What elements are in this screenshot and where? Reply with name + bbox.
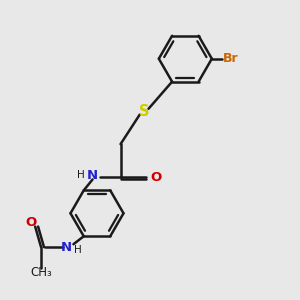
Text: H: H	[77, 170, 85, 180]
Text: O: O	[25, 216, 36, 229]
Text: CH₃: CH₃	[30, 266, 52, 279]
Text: H: H	[74, 245, 82, 255]
Text: N: N	[61, 241, 72, 254]
Text: S: S	[139, 104, 149, 119]
Text: Br: Br	[223, 52, 239, 65]
Text: N: N	[87, 169, 98, 182]
Text: O: O	[151, 172, 162, 184]
